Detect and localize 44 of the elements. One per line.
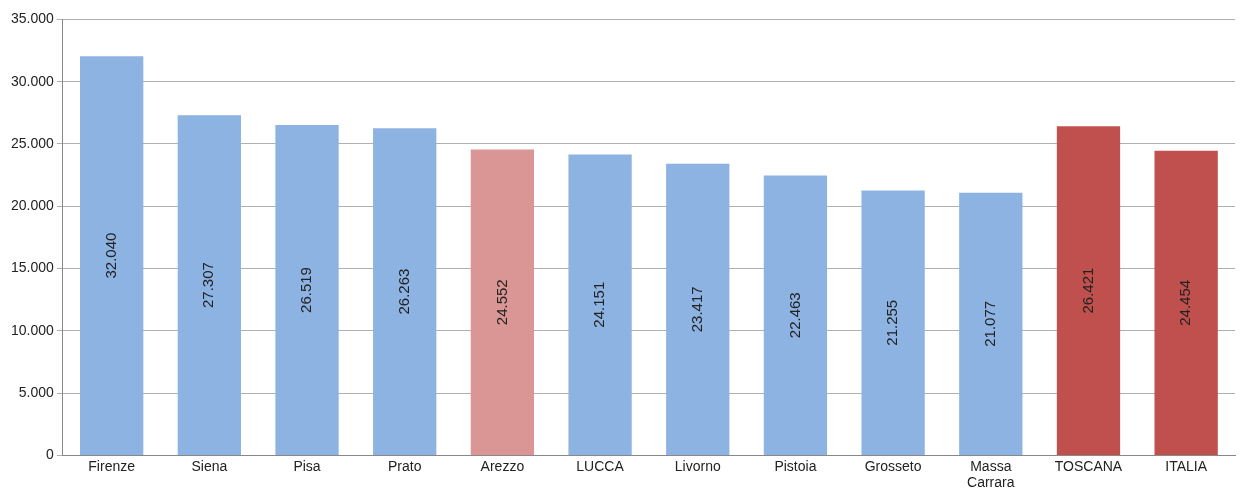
data-label: 24.454 bbox=[1176, 279, 1194, 326]
bar bbox=[373, 128, 437, 455]
bar bbox=[666, 163, 730, 455]
y-tick-label: 35.000 bbox=[10, 10, 55, 27]
x-tick-label: Arezzo bbox=[480, 457, 525, 474]
x-tick-label: TOSCANA bbox=[1054, 457, 1123, 474]
bar bbox=[568, 154, 632, 455]
data-label: 22.463 bbox=[785, 292, 803, 339]
y-tick-label: 0 bbox=[46, 446, 55, 463]
bar bbox=[861, 190, 925, 455]
x-tick-label: Massa Carrara bbox=[967, 457, 1015, 491]
y-tick-label: 25.000 bbox=[10, 134, 55, 151]
x-tick-label: ITALIA bbox=[1165, 457, 1208, 474]
x-tick-label: Pisa bbox=[293, 457, 321, 474]
data-label: 24.552 bbox=[492, 279, 510, 326]
y-tick-label: 10.000 bbox=[10, 321, 55, 338]
y-tick-label: 20.000 bbox=[10, 197, 55, 214]
bar bbox=[177, 115, 241, 455]
y-tick-label: 15.000 bbox=[10, 259, 55, 276]
bar bbox=[470, 149, 535, 455]
data-label: 32.040 bbox=[101, 232, 119, 279]
data-label: 26.421 bbox=[1078, 267, 1096, 314]
data-label: 26.519 bbox=[297, 267, 315, 313]
x-tick-label: LUCCA bbox=[576, 457, 625, 474]
bar bbox=[763, 175, 828, 455]
bar bbox=[959, 192, 1023, 455]
data-label: 24.151 bbox=[590, 281, 608, 328]
bar bbox=[80, 56, 144, 455]
x-tick-label: Grosseto bbox=[864, 457, 922, 474]
bar bbox=[1056, 126, 1121, 455]
x-tick-label: Siena bbox=[191, 457, 228, 474]
y-tick-label: 5.000 bbox=[18, 383, 55, 400]
data-label: 21.077 bbox=[980, 300, 998, 347]
data-label: 27.307 bbox=[199, 262, 217, 309]
x-tick-label: Pistoia bbox=[774, 457, 817, 474]
bar bbox=[1154, 150, 1218, 455]
y-tick-label: 30.000 bbox=[10, 72, 55, 89]
data-label: 26.263 bbox=[394, 268, 412, 315]
bar bbox=[275, 125, 339, 455]
x-tick-label: Firenze bbox=[88, 457, 136, 474]
data-label: 21.255 bbox=[883, 299, 901, 346]
x-tick-label: Prato bbox=[387, 457, 422, 474]
x-tick-label: Livorno bbox=[674, 457, 721, 474]
data-label: 23.417 bbox=[687, 286, 705, 333]
